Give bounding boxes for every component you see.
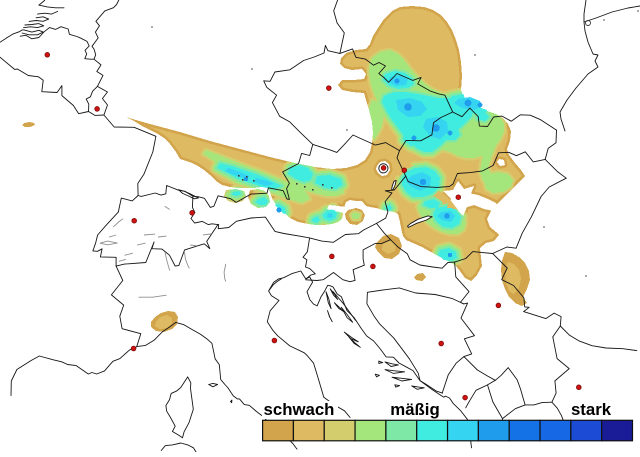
svg-text:stark: stark <box>571 400 612 419</box>
svg-text:mäßig: mäßig <box>390 400 439 419</box>
svg-text:schwach: schwach <box>264 400 335 419</box>
